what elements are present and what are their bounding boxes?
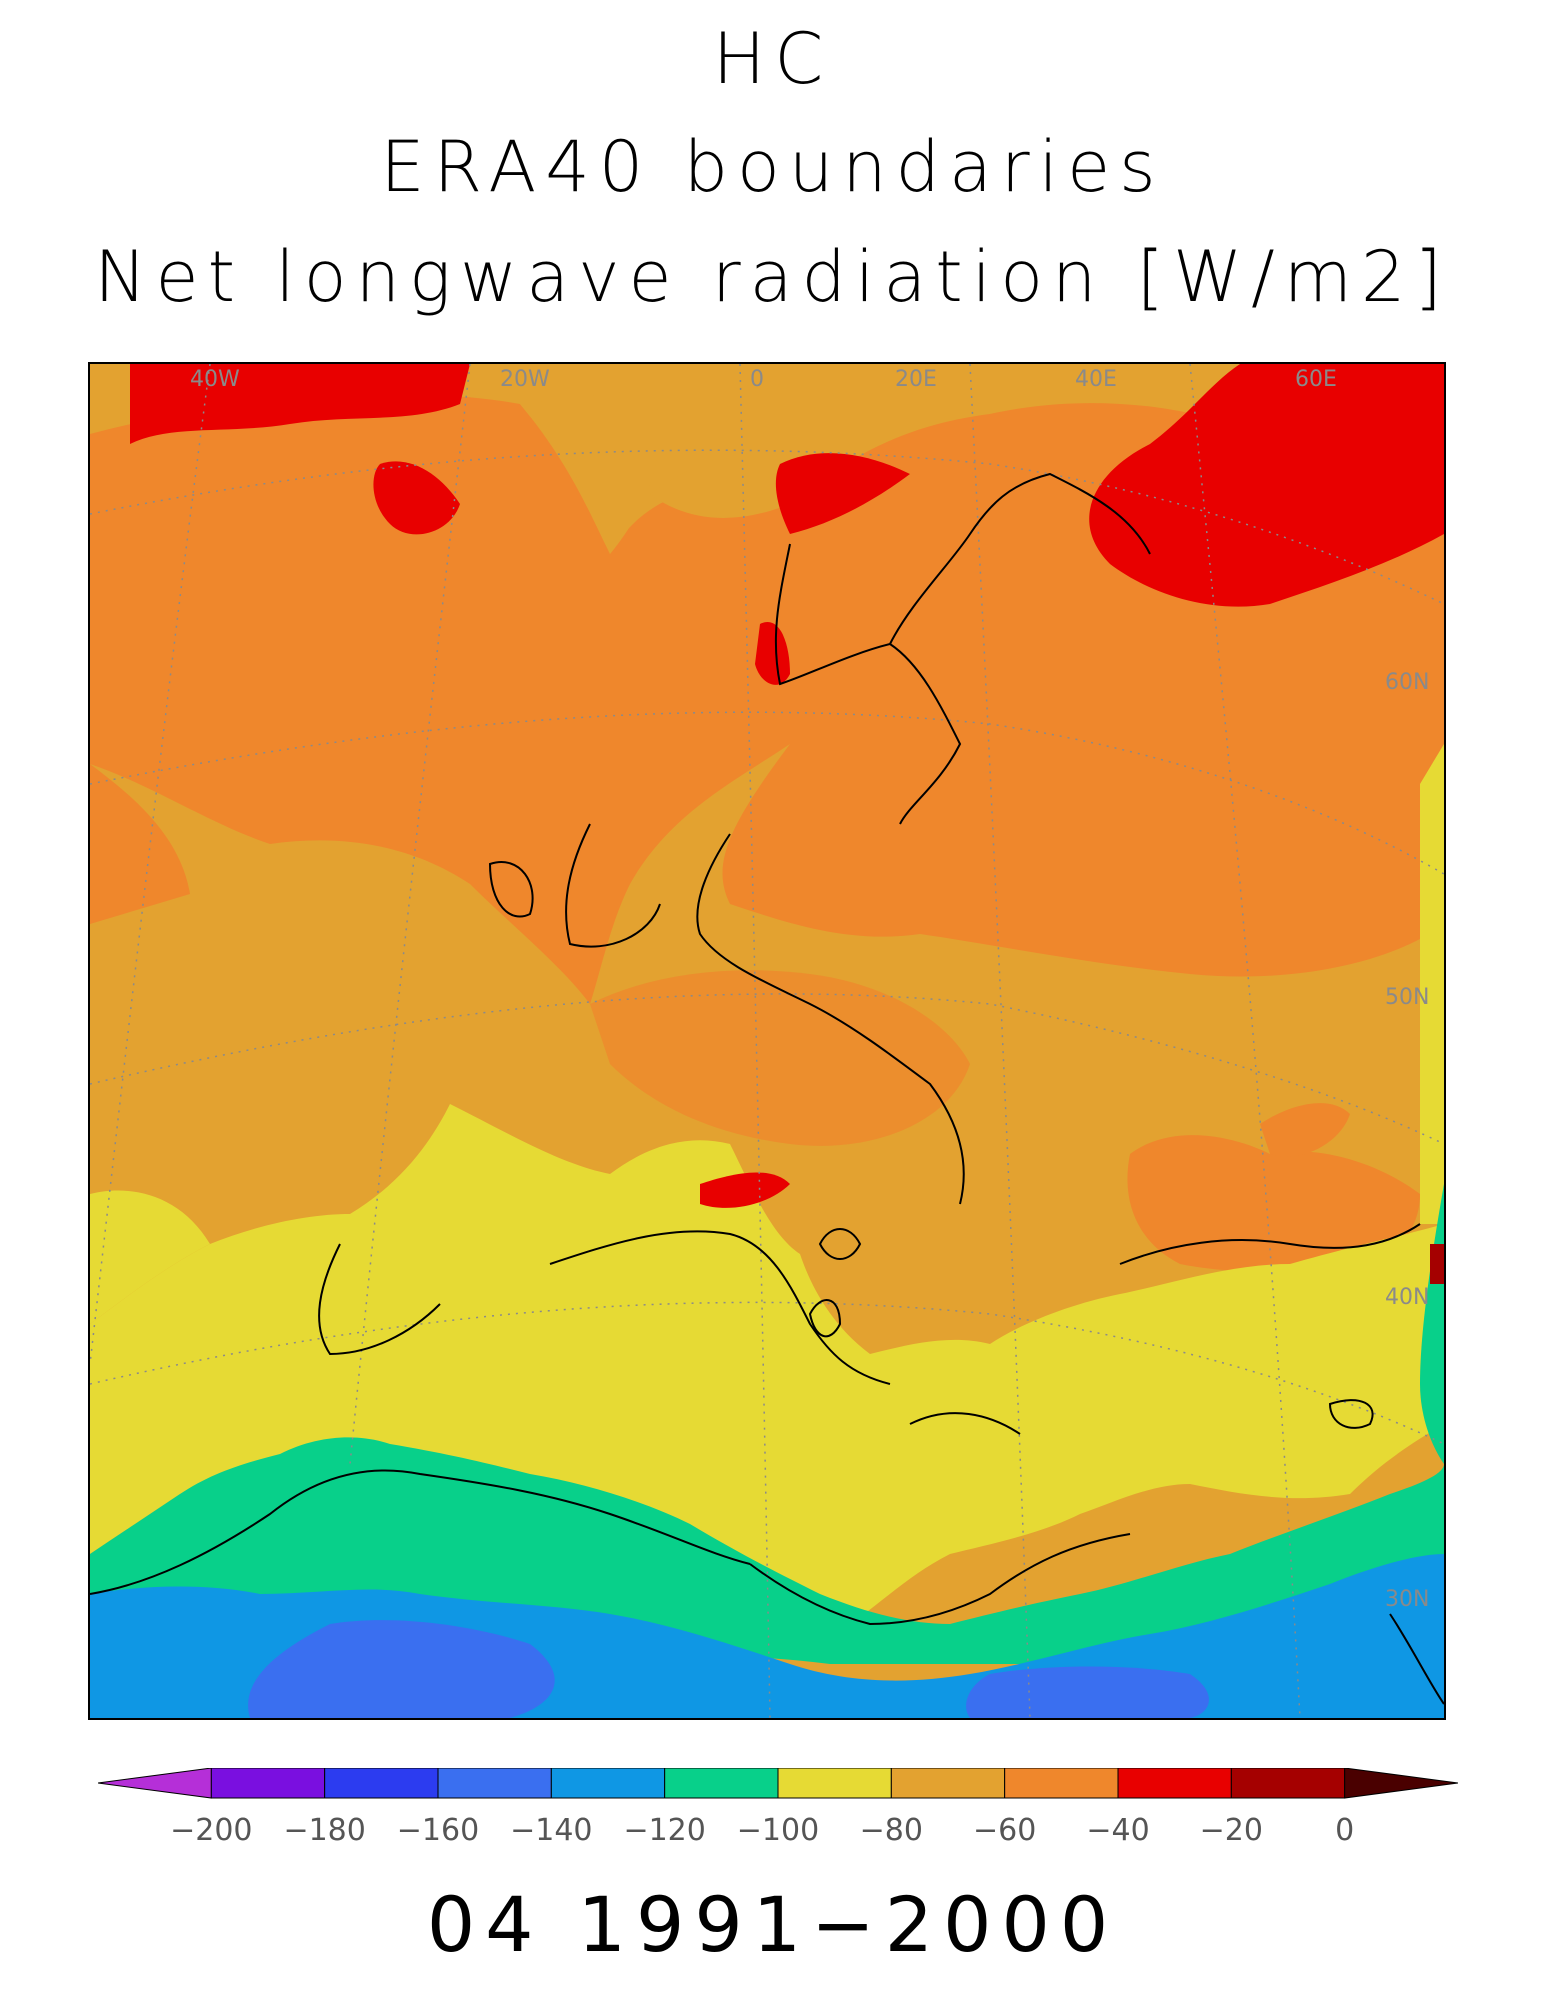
field-band-100 — [90, 1104, 1444, 1624]
map-title-line-2: ERA40 boundaries — [380, 126, 1165, 208]
colorbar-tick-label: −40 — [1086, 1813, 1149, 1848]
field-band-40-central — [590, 970, 970, 1146]
colorbar-tick-label: −60 — [973, 1813, 1036, 1848]
field-band-100-east-edge — [1420, 744, 1444, 1224]
lon-label-40w: 40W — [190, 367, 240, 392]
field-band-40-atlantic-edge — [90, 764, 190, 924]
field-band-60-gap — [520, 389, 660, 554]
field-band-160-east — [966, 1666, 1209, 1718]
field-band-40-azov — [1260, 1103, 1350, 1157]
field-band-20-greenland — [130, 364, 470, 444]
colorbar: −200 −180 −160 −140 −120 −100 −80 −60 −40 −20 0 — [98, 1768, 1458, 1848]
colorbar-swatch — [890, 1768, 1006, 1799]
colorbar-swatch — [98, 1768, 212, 1799]
period-label: 04 1991−2000 — [426, 1880, 1119, 1969]
radiation-field-map: 40W 20W 0 20E 40E 60E 60N 50N 40N 30N — [90, 364, 1444, 1718]
colorbar-swatches — [98, 1768, 1458, 1799]
colorbar-swatch — [1117, 1768, 1232, 1799]
colorbar-swatch — [210, 1768, 326, 1799]
field-band-20-norway-south — [755, 622, 790, 685]
lon-label-20w: 20W — [500, 367, 550, 392]
lon-label-60e: 60E — [1295, 367, 1337, 392]
coastlines — [90, 472, 1444, 1705]
lat-label-60n: 60N — [1385, 670, 1429, 695]
map-title-line-3: Net longwave radiation [W/m2] — [94, 236, 1451, 318]
lat-label-50n: 50N — [1385, 985, 1429, 1010]
graticule — [90, 364, 1444, 1718]
colorbar-swatch — [324, 1768, 439, 1799]
field-band-20-iceland — [373, 461, 460, 535]
colorbar-tick-label: 0 — [1335, 1813, 1354, 1848]
colorbar-tick-label: −20 — [1200, 1813, 1263, 1848]
lon-label-20e: 20E — [895, 367, 937, 392]
colorbar-tick-label: −140 — [510, 1813, 592, 1848]
field-band-20-norway-north — [775, 453, 910, 534]
colorbar-swatch — [777, 1768, 892, 1799]
colorbar-swatch — [437, 1768, 552, 1799]
field-band-20-arctic-russia — [1089, 364, 1444, 607]
colorbar-tick-label: −180 — [283, 1813, 365, 1848]
colorbar-tick-label: −200 — [170, 1813, 252, 1848]
field-band-60-north-sea — [650, 444, 790, 518]
field-band-160-west — [248, 1620, 555, 1718]
field-band-20-alps — [700, 1172, 790, 1208]
colorbar-swatch — [1230, 1768, 1346, 1799]
colorbar-tick-labels: −200 −180 −160 −140 −120 −100 −80 −60 −40 −20 0 — [170, 1813, 1354, 1848]
colorbar-swatch — [664, 1768, 779, 1799]
field-band-100-west — [90, 1190, 210, 1324]
colorbar-swatch — [1344, 1768, 1458, 1799]
map-panel: 40W 20W 0 20E 40E 60E 60N 50N 40N 30N — [88, 362, 1446, 1720]
colorbar-tick-label: −100 — [737, 1813, 819, 1848]
colorbar-tick-label: −160 — [397, 1813, 479, 1848]
lat-label-30n: 30N — [1385, 1587, 1429, 1612]
lon-label-40e: 40E — [1075, 367, 1117, 392]
colorbar-swatch — [1004, 1768, 1119, 1799]
colorbar-swatch — [550, 1768, 666, 1799]
map-title-line-1: HC — [712, 18, 833, 100]
field-band-40-black-sea — [1127, 1135, 1420, 1272]
colorbar-tick-label: −120 — [623, 1813, 705, 1848]
lat-label-40n: 40N — [1385, 1285, 1429, 1310]
lon-label-0: 0 — [750, 367, 764, 392]
colorbar-tick-label: −80 — [860, 1813, 923, 1848]
field-band-0-caucasus — [1430, 1244, 1444, 1284]
